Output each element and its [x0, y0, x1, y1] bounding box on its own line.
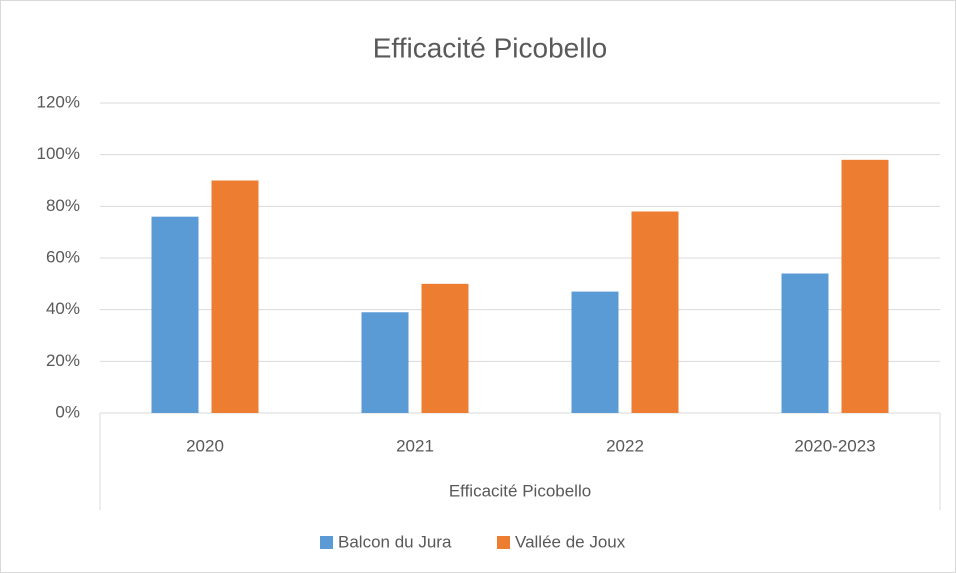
bar	[841, 159, 889, 413]
bar	[631, 211, 679, 413]
y-tick-label: 60%	[46, 247, 80, 266]
y-tick-label: 40%	[46, 299, 80, 318]
bar	[781, 273, 829, 413]
legend-swatch	[320, 536, 333, 549]
chart-title: Efficacité Picobello	[373, 32, 608, 63]
legend-label: Vallée de Joux	[515, 532, 626, 551]
legend-swatch	[497, 536, 510, 549]
x-tick-label: 2021	[396, 436, 434, 455]
bar	[421, 283, 469, 413]
x-tick-label: 2020	[186, 436, 224, 455]
y-tick-label: 20%	[46, 351, 80, 370]
bar	[211, 180, 259, 413]
y-tick-label: 100%	[37, 144, 80, 163]
y-tick-label: 80%	[46, 196, 80, 215]
bar	[151, 216, 199, 413]
legend-label: Balcon du Jura	[338, 532, 452, 551]
x-tick-label: 2020-2023	[794, 436, 875, 455]
x-tick-label: 2022	[606, 436, 644, 455]
bar	[571, 291, 619, 413]
y-tick-label: 0%	[55, 402, 80, 421]
y-tick-label: 120%	[37, 92, 80, 111]
bar	[361, 312, 409, 413]
x-axis-title: Efficacité Picobello	[449, 481, 591, 500]
